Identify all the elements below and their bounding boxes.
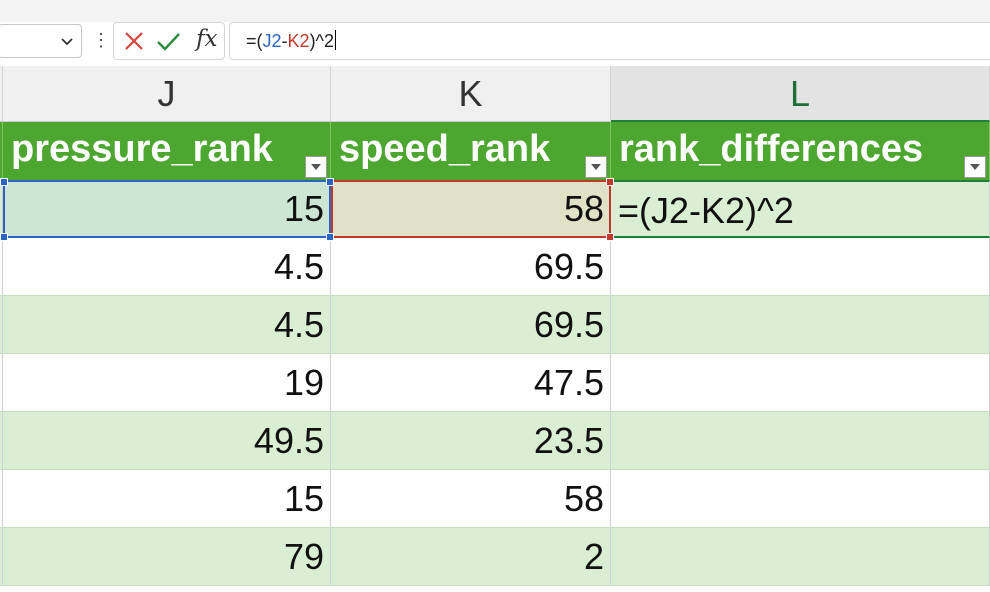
cell-l8[interactable] — [611, 528, 990, 586]
filter-dropdown-icon[interactable] — [305, 156, 327, 178]
chevron-down-icon[interactable] — [59, 33, 75, 49]
ribbon-edge — [0, 0, 990, 23]
table-header-rank-differences[interactable]: rank_differences — [611, 122, 990, 180]
formula-operator: - — [281, 31, 288, 51]
cell-i7[interactable] — [0, 470, 3, 528]
formula-bar: ⋮ fx =(J2-K2)^2 — [0, 22, 990, 67]
header-label: pressure_rank — [11, 128, 273, 170]
column-header-i[interactable] — [0, 66, 3, 122]
cell-i6[interactable] — [0, 412, 3, 470]
column-header-k[interactable]: K — [331, 66, 611, 122]
cell-k3[interactable]: 69.5 — [331, 238, 611, 296]
column-header-l[interactable]: L — [611, 66, 990, 122]
filter-dropdown-icon[interactable] — [964, 156, 986, 178]
more-vertical-icon[interactable]: ⋮ — [92, 30, 110, 50]
formula-ref-j2: J2 — [262, 31, 282, 51]
formula-suffix: )^2 — [309, 31, 335, 51]
text-caret — [335, 30, 337, 50]
range-handle[interactable] — [0, 178, 8, 186]
cell-i4[interactable] — [0, 296, 3, 354]
formula-buttons: fx — [113, 22, 225, 60]
range-handle[interactable] — [606, 178, 614, 186]
cell-k7[interactable]: 58 — [331, 470, 611, 528]
range-handle[interactable] — [606, 233, 614, 241]
cell-j6[interactable]: 49.5 — [3, 412, 331, 470]
cell-k5[interactable]: 47.5 — [331, 354, 611, 412]
table-header-speed-rank[interactable]: speed_rank — [331, 122, 611, 180]
cell-j8[interactable]: 79 — [3, 528, 331, 586]
cell-j3[interactable]: 4.5 — [3, 238, 331, 296]
table-header-pressure-rank[interactable]: pressure_rank — [3, 122, 331, 180]
cell-l7[interactable] — [611, 470, 990, 528]
cell-i5[interactable] — [0, 354, 3, 412]
cell-k4[interactable]: 69.5 — [331, 296, 611, 354]
cell-j4[interactable]: 4.5 — [3, 296, 331, 354]
formula-input[interactable]: =(J2-K2)^2 — [229, 22, 990, 60]
cell-i3[interactable] — [0, 238, 3, 296]
header-label: speed_rank — [339, 128, 551, 170]
enter-check-icon[interactable] — [154, 27, 182, 55]
cell-l5[interactable] — [611, 354, 990, 412]
cell-i8[interactable] — [0, 528, 3, 586]
range-handle[interactable] — [0, 233, 8, 241]
range-handle[interactable] — [326, 233, 334, 241]
cell-j7[interactable]: 15 — [3, 470, 331, 528]
filter-dropdown-icon[interactable] — [585, 156, 607, 178]
name-box[interactable] — [0, 24, 82, 58]
formula-ref-k2: K2 — [287, 31, 310, 51]
column-header-j[interactable]: J — [3, 66, 331, 122]
cell-j5[interactable]: 19 — [3, 354, 331, 412]
cell-k6[interactable]: 23.5 — [331, 412, 611, 470]
formula-prefix: =( — [246, 31, 263, 51]
range-handle[interactable] — [326, 178, 334, 186]
cell-l3[interactable] — [611, 238, 990, 296]
cell-k8[interactable]: 2 — [331, 528, 611, 586]
fx-icon[interactable]: fx — [196, 26, 218, 52]
table-header-cell-i — [0, 122, 3, 180]
cell-l6[interactable] — [611, 412, 990, 470]
header-label: rank_differences — [619, 128, 924, 170]
cell-l4[interactable] — [611, 296, 990, 354]
cell-l2[interactable]: =(J2-K2)^2 — [611, 180, 990, 238]
cell-k2[interactable]: 58 — [331, 180, 611, 238]
cancel-icon[interactable] — [120, 27, 148, 55]
cell-j2[interactable]: 15 — [3, 180, 331, 238]
